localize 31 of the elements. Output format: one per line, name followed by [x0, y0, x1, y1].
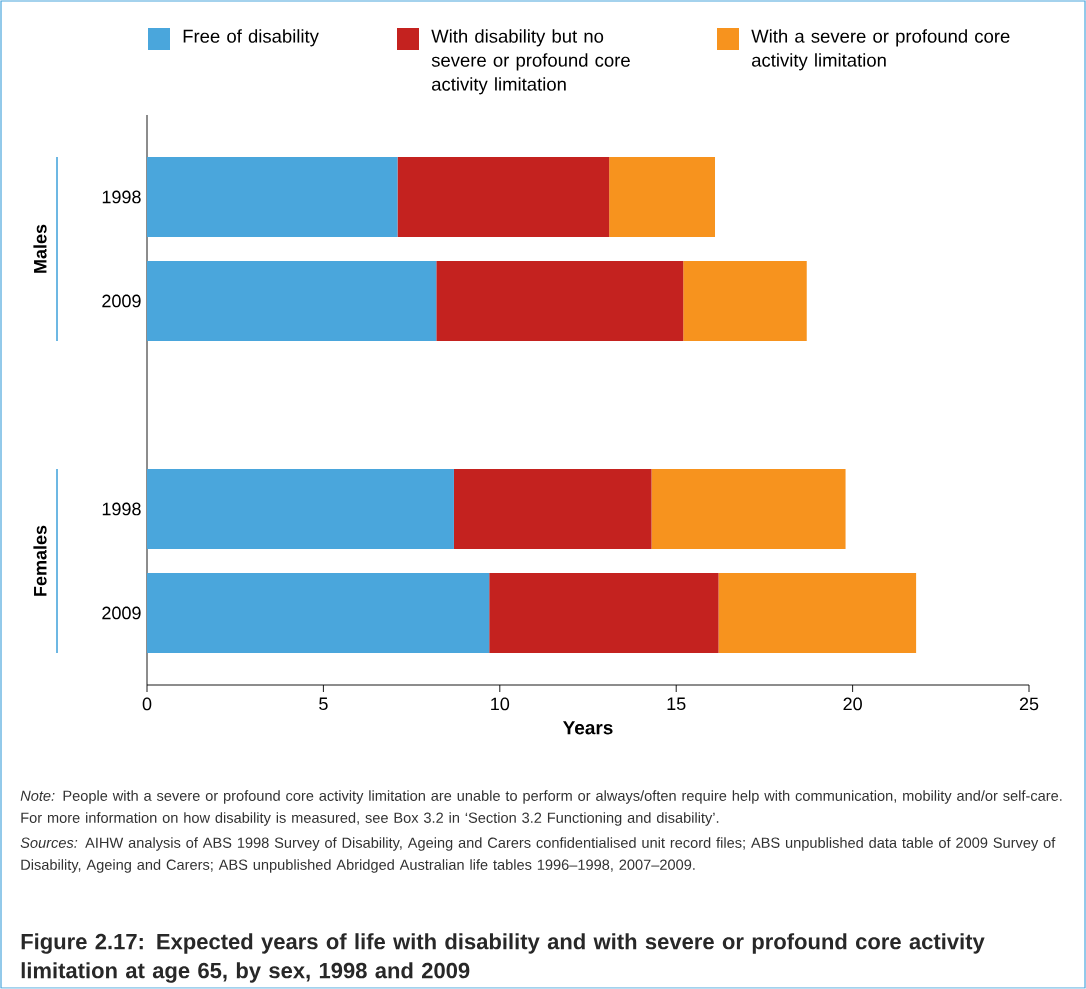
bar — [718, 573, 917, 654]
bar — [651, 469, 846, 550]
text: Note: People with a severe or profound core activity limitation are unable to perform or always/often require help with communication, mobility and/or self-care. For more information on how disability is measured, see Box 3.2 in ‘Section 3.2 Functioning and disability’. — [20, 790, 1062, 826]
x-tick-label: 25 — [1019, 697, 1039, 711]
bar — [609, 157, 716, 237]
y-tick-label: 1998 — [102, 502, 141, 516]
x-tick-label: 10 — [491, 697, 510, 711]
x-tick-label: 5 — [319, 697, 328, 711]
x-axis-title: Years — [562, 721, 613, 735]
bar — [683, 261, 807, 341]
y-tick-label: 2009 — [102, 294, 141, 308]
bar — [436, 261, 684, 341]
legend-label: With disability but no severe or profound core activity limitation — [431, 29, 630, 95]
text: Females — [33, 525, 47, 596]
x-tick-label: 20 — [843, 697, 862, 711]
bar — [147, 261, 437, 341]
legend-label: Free of disability — [183, 29, 319, 47]
bar — [489, 573, 719, 654]
x-tick-label: 0 — [142, 697, 152, 711]
bar — [147, 157, 398, 237]
y-tick-label: 2009 — [102, 606, 141, 620]
bar — [453, 469, 652, 550]
legend-label: With a severe or profound core activity limitation — [751, 29, 1010, 71]
y-tick-label: 1998 — [102, 190, 141, 204]
text: Sources: AIHW analysis of ABS 1998 Survey of Disability, Ageing and Carers confidentialised unit record files; ABS unpublished data table of 2009 Survey of Disability, Ageing and Carers; ABS unpublished Abridged Australian life tables 1996–1998, 2007–2009. — [20, 837, 1056, 873]
bar — [397, 157, 610, 237]
bar — [147, 469, 454, 550]
bar — [147, 573, 490, 654]
text: Figure 2.17: Expected years of life with disability and with severe or profound core activity limitation at age 65, by sex, 1998 and 2009 — [21, 933, 985, 983]
text: Males — [33, 224, 47, 273]
x-tick-label: 15 — [667, 697, 686, 711]
